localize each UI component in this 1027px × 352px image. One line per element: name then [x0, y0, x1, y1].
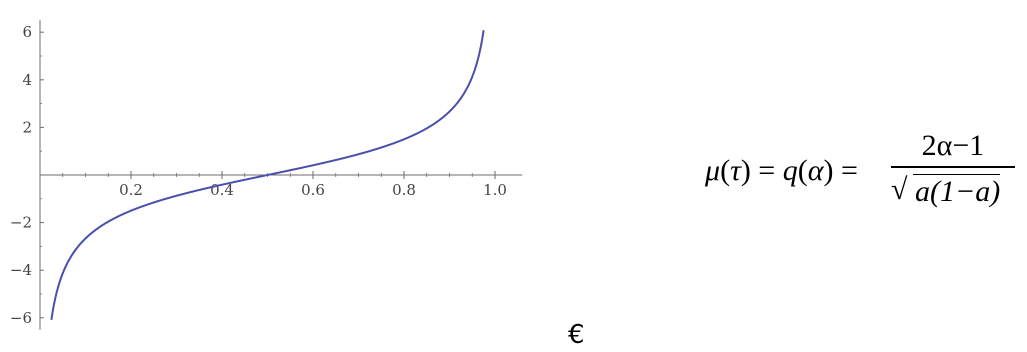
- x-tick-label: 0.6: [301, 181, 325, 199]
- y-tick-label: −6: [10, 309, 32, 327]
- formula-lhs: μ(τ) = q(α) =: [705, 154, 858, 187]
- y-tick-label: 2: [22, 118, 32, 136]
- x-tick-label: 0.2: [119, 181, 143, 199]
- y-tick-label: −2: [10, 214, 32, 232]
- formula-radicand: a(1−a): [913, 174, 1001, 208]
- series-line: [50, 30, 485, 320]
- y-tick-label: −4: [10, 261, 32, 279]
- x-tick-label: 0.8: [392, 181, 416, 199]
- formula-numerator: 2α−1: [921, 129, 985, 162]
- x-tick-label: 1.0: [483, 181, 507, 199]
- formula-fraction: 2α−1 √ a(1−a): [891, 128, 1015, 210]
- sqrt-icon: √: [891, 173, 908, 206]
- y-tick-label: 6: [22, 23, 32, 41]
- formula: μ(τ) = q(α) = 2α−1 √ a(1−a): [705, 128, 1015, 218]
- euro-symbol: €: [568, 320, 585, 350]
- formula-fraction-bar: [891, 166, 1015, 168]
- y-tick-label: 4: [22, 71, 32, 89]
- formula-denominator: √ a(1−a): [891, 170, 1015, 210]
